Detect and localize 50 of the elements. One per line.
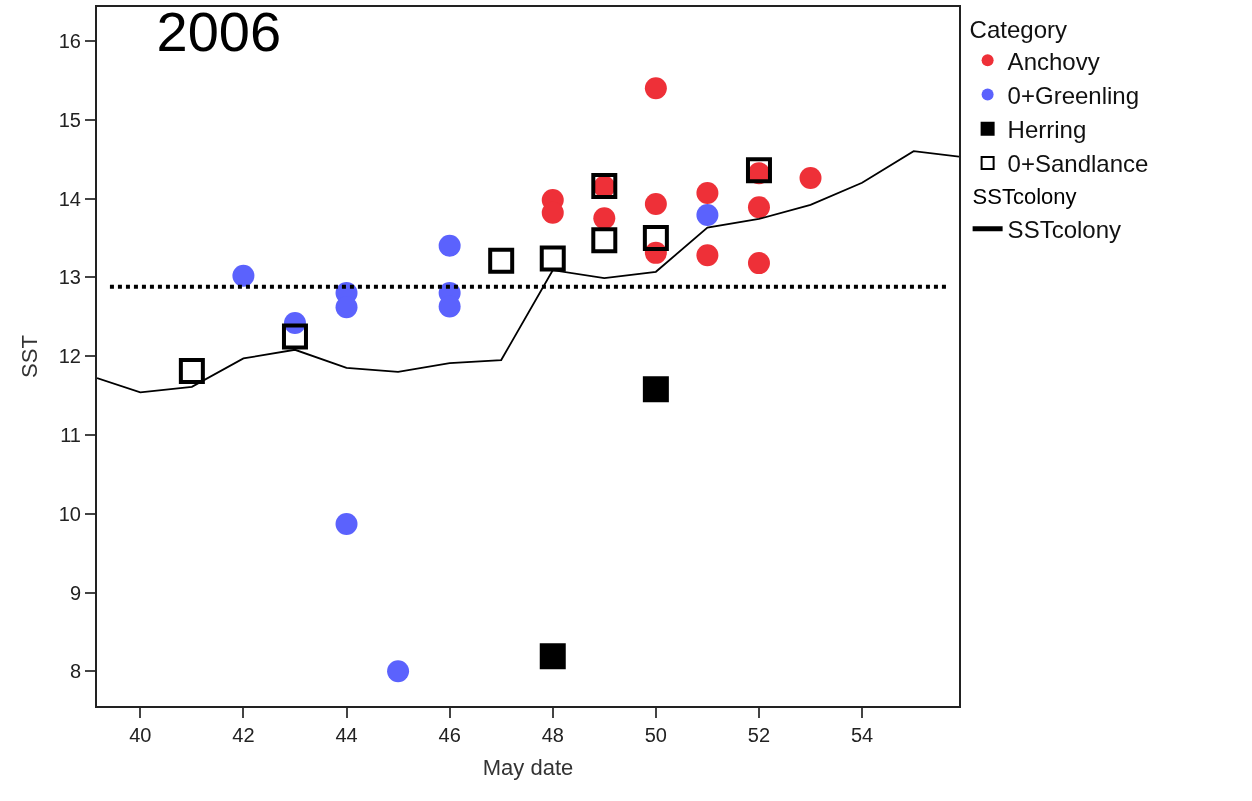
legend-label: Herring <box>1007 116 1087 144</box>
point <box>387 660 410 683</box>
point <box>591 227 618 254</box>
legend-label: 0+Sandlance <box>1007 150 1149 178</box>
point <box>438 234 461 257</box>
point <box>745 157 772 184</box>
y-tick-label: 12 <box>58 345 81 368</box>
x-tick-label: 54 <box>850 724 874 746</box>
point <box>178 358 205 385</box>
point <box>593 207 616 230</box>
point <box>335 512 358 535</box>
point <box>488 247 515 274</box>
y-tick-label: 9 <box>69 581 81 604</box>
point <box>644 193 667 215</box>
y-tick-label: 13 <box>58 266 81 289</box>
x-tick-label: 44 <box>335 724 358 746</box>
y-tick-label: 11 <box>60 423 81 446</box>
x-axis-title: May date <box>482 755 574 781</box>
text: SSTcolony <box>972 184 1077 210</box>
point <box>644 77 667 100</box>
y-tick-label: 16 <box>58 29 81 52</box>
legend-label: 0+Greenling <box>1007 81 1140 109</box>
x-tick-label: 52 <box>747 724 771 746</box>
point <box>642 224 669 251</box>
x-tick-label: 40 <box>129 724 152 746</box>
line-series <box>97 150 959 394</box>
y-axis-title: SST <box>17 335 43 378</box>
legend-title: Category <box>969 16 1068 44</box>
x-tick-label: 48 <box>541 724 564 746</box>
legend-label: SSTcolony <box>1007 216 1122 244</box>
x-tick-label: 46 <box>438 724 461 746</box>
x-tick-label: 42 <box>232 724 255 746</box>
point <box>281 323 308 350</box>
point <box>696 181 719 204</box>
chart-title: 2006 <box>156 0 282 64</box>
y-tick-label: 8 <box>69 660 81 683</box>
point <box>696 244 719 267</box>
y-tick-label: 14 <box>58 187 81 210</box>
point <box>539 643 566 670</box>
point <box>696 204 719 227</box>
point <box>747 252 770 275</box>
legend-label: Anchovy <box>1007 47 1100 75</box>
y-tick-label: 15 <box>58 108 81 131</box>
x-tick-label: 50 <box>644 724 667 746</box>
point <box>232 264 255 287</box>
point <box>642 376 669 403</box>
point <box>747 196 770 219</box>
point <box>799 167 822 189</box>
y-tick-label: 10 <box>58 502 81 525</box>
point <box>539 245 566 272</box>
